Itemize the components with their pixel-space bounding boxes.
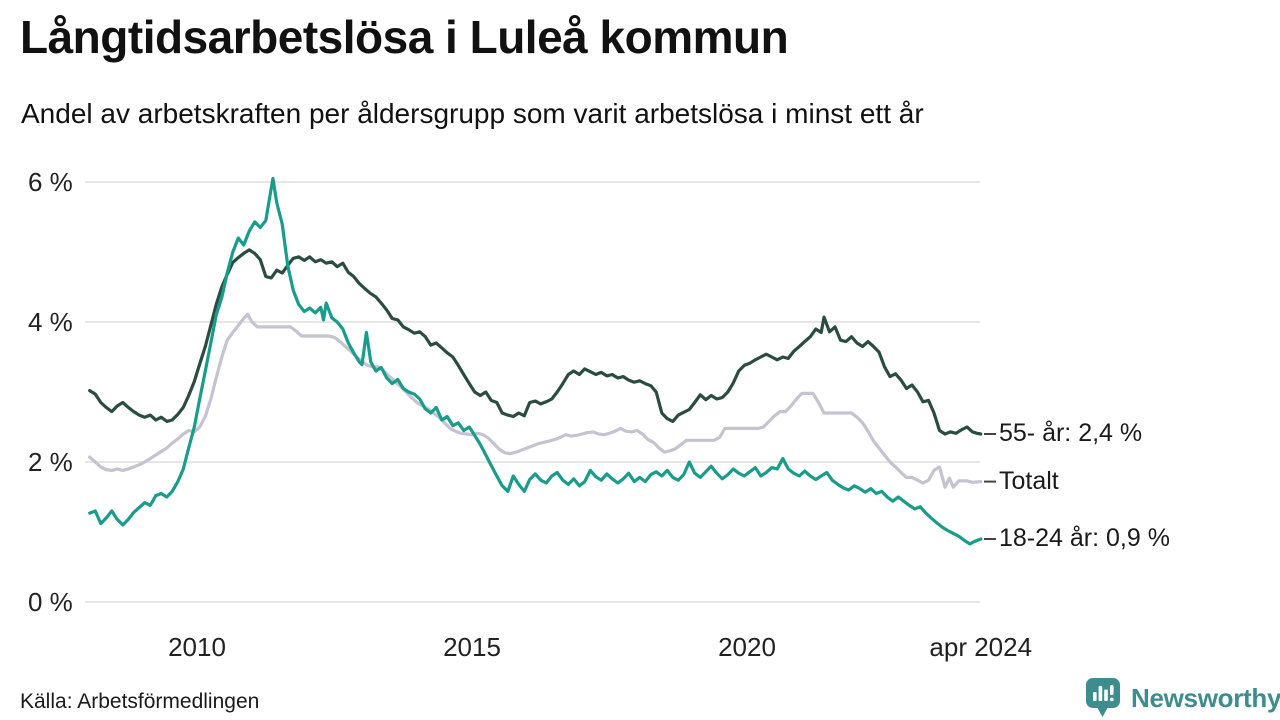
newsworthy-logo-icon <box>1086 678 1120 717</box>
newsworthy-wordmark: Newsworthy <box>1131 682 1280 713</box>
y-tick-label-4%: 4 % <box>28 307 73 337</box>
series-annotation-1: Totalt <box>999 466 1059 495</box>
series-line-0 <box>88 248 983 436</box>
newsworthy-brand: Newsworthy <box>1085 677 1280 719</box>
series-annotation-0: 55- år: 2,4 % <box>999 419 1143 447</box>
y-tick-label-2%: 2 % <box>28 447 73 477</box>
x-tick-label-2020: 2020 <box>718 632 776 662</box>
series-annotation-2: 18-24 år: 0,9 % <box>999 524 1170 552</box>
series-line-2 <box>88 176 983 546</box>
x-tick-label-2015: 2015 <box>443 632 501 662</box>
chart-title: Långtidsarbetslösa i Luleå kommun <box>20 11 789 63</box>
x-tick-label-2010: 2010 <box>168 632 226 662</box>
x-tick-label-apr-2024: apr 2024 <box>929 632 1033 662</box>
chart-subtitle: Andel av arbetskraften per åldersgrupp s… <box>21 98 924 129</box>
y-tick-label-6%: 6 % <box>28 167 73 197</box>
source-note: Källa: Arbetsförmedlingen <box>20 690 260 713</box>
y-tick-label-0%: 0 % <box>28 587 73 617</box>
series-line-1 <box>88 312 983 489</box>
